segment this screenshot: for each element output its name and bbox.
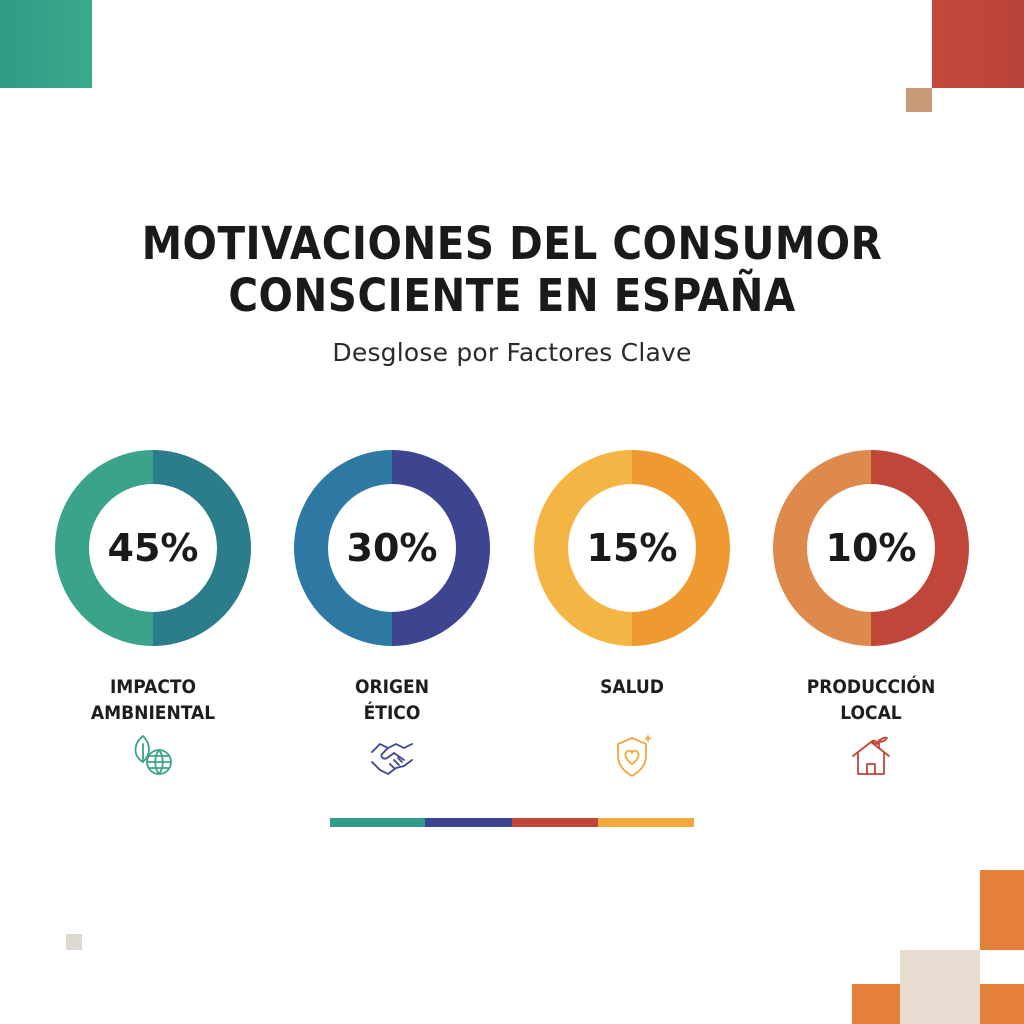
page-title: MOTIVACIONES DEL CONSUMOR CONSCIENTE EN … [0, 218, 1024, 322]
page-subtitle: Desglose por Factores Clave [332, 338, 692, 367]
corner-block-orange-top [980, 870, 1024, 950]
donut-ring [294, 450, 490, 646]
chart-card-impacto: 45% IMPACTO AMBNIENTAL [33, 450, 273, 790]
leaf-globe-icon [134, 735, 172, 775]
donut-ring [773, 450, 969, 646]
chart-card-produccion: 10% PRODUCCIÓN LOCAL [751, 450, 991, 790]
corner-block-orange-right [980, 984, 1024, 1024]
category-label-line-2: ÉTICO [363, 702, 421, 724]
category-label: SALUD [512, 674, 752, 700]
percent-label: 10% [825, 526, 917, 570]
color-strip-segment [598, 818, 694, 827]
category-label: PRODUCCIÓN LOCAL [751, 674, 991, 726]
color-strip-segment [330, 818, 425, 827]
donut-hole [568, 484, 696, 612]
donut-hole [89, 484, 217, 612]
category-label-line-2: AMBNIENTAL [90, 702, 216, 724]
page-title-line-1: MOTIVACIONES DEL CONSUMOR [141, 217, 883, 270]
donut-hole [328, 484, 456, 612]
page-title-line-2: CONSCIENTE EN ESPAÑA [228, 269, 796, 322]
color-strip-segment [512, 818, 598, 827]
category-label: ORIGEN ÉTICO [272, 674, 512, 726]
corner-square-grey [66, 934, 82, 950]
chart-card-origen: 30% ORIGEN ÉTICO [272, 450, 512, 790]
heart-shield-icon [617, 735, 652, 777]
category-label-line-1: ORIGEN [354, 676, 430, 698]
color-strip-segment [425, 818, 512, 827]
donut-ring [55, 450, 251, 646]
chart-card-salud: 15% SALUD [512, 450, 752, 790]
percent-label: 15% [586, 526, 678, 570]
corner-square-beige [906, 88, 932, 112]
color-strip-bar [330, 818, 694, 827]
corner-block-sand [900, 950, 980, 1024]
category-label-line-1: IMPACTO [109, 676, 197, 698]
category-label-line-1: PRODUCCIÓN [806, 676, 936, 698]
donut-hole [807, 484, 935, 612]
category-label-line-2: LOCAL [840, 702, 902, 724]
handshake-icon [371, 743, 413, 775]
house-sprout-icon [852, 736, 890, 775]
corner-block-red [932, 0, 1024, 88]
corner-block-teal [0, 0, 92, 88]
percent-label: 30% [346, 526, 438, 570]
category-label-line-1: SALUD [600, 676, 664, 698]
donut-ring [534, 450, 730, 646]
corner-block-orange-left [852, 984, 900, 1024]
category-label: IMPACTO AMBNIENTAL [33, 674, 273, 726]
percent-label: 45% [107, 526, 199, 570]
